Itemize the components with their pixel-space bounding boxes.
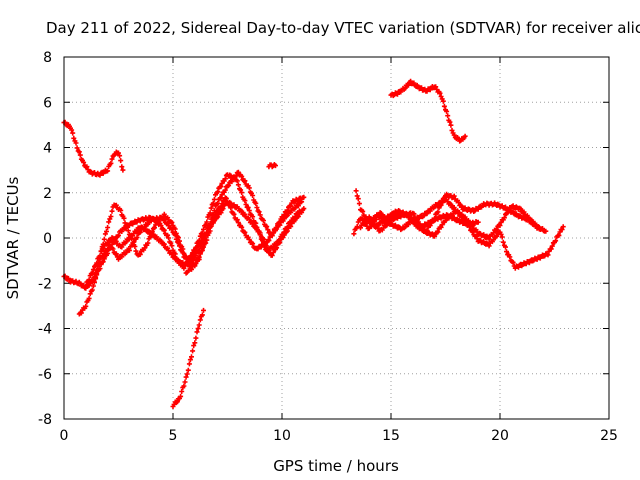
y-tick-label: -2 (38, 276, 52, 292)
axis-ticks: 0 5 10 15 20 25 -8 -6 -4 -2 0 2 4 6 8 (38, 50, 618, 444)
y-tick-label: 2 (43, 186, 52, 202)
series-marks (61, 119, 126, 178)
x-axis-label: GPS time / hours (273, 457, 399, 475)
x-tick-label: 15 (382, 428, 400, 444)
series-marks (170, 307, 206, 409)
y-tick-label: -8 (38, 412, 52, 428)
series-track-6 (170, 307, 206, 409)
y-axis-label: SDTVAR / TECUs (4, 176, 22, 299)
series-track-5 (89, 199, 307, 285)
x-tick-label: 20 (491, 428, 509, 444)
y-tick-label: 4 (43, 141, 52, 157)
series-track-12 (366, 197, 566, 271)
x-tick-label: 5 (169, 428, 178, 444)
series-track-7 (183, 206, 226, 276)
chart-title: Day 211 of 2022, Sidereal Day-to-day VTE… (46, 19, 640, 37)
x-tick-label: 0 (60, 428, 69, 444)
series-marks (366, 197, 566, 271)
series-track-8 (266, 162, 278, 170)
data-points (61, 78, 566, 409)
plot-frame (63, 56, 610, 420)
grid-lines (64, 57, 609, 419)
series-marks (183, 206, 226, 276)
series-marks (266, 162, 278, 170)
series-track-13 (388, 78, 468, 144)
series-marks (358, 203, 549, 242)
y-tick-label: -4 (38, 322, 52, 338)
y-tick-label: -6 (38, 367, 52, 383)
y-tick-label: 6 (43, 95, 52, 111)
x-tick-label: 10 (273, 428, 291, 444)
series-track-11 (358, 203, 549, 242)
series-track-1 (61, 119, 126, 178)
series-track-2 (61, 195, 305, 291)
series-marks (61, 195, 305, 291)
y-tick-label: 8 (43, 50, 52, 66)
series-marks (388, 78, 468, 144)
x-tick-label: 25 (600, 428, 618, 444)
y-tick-label: 0 (43, 231, 52, 247)
series-marks (89, 199, 307, 285)
